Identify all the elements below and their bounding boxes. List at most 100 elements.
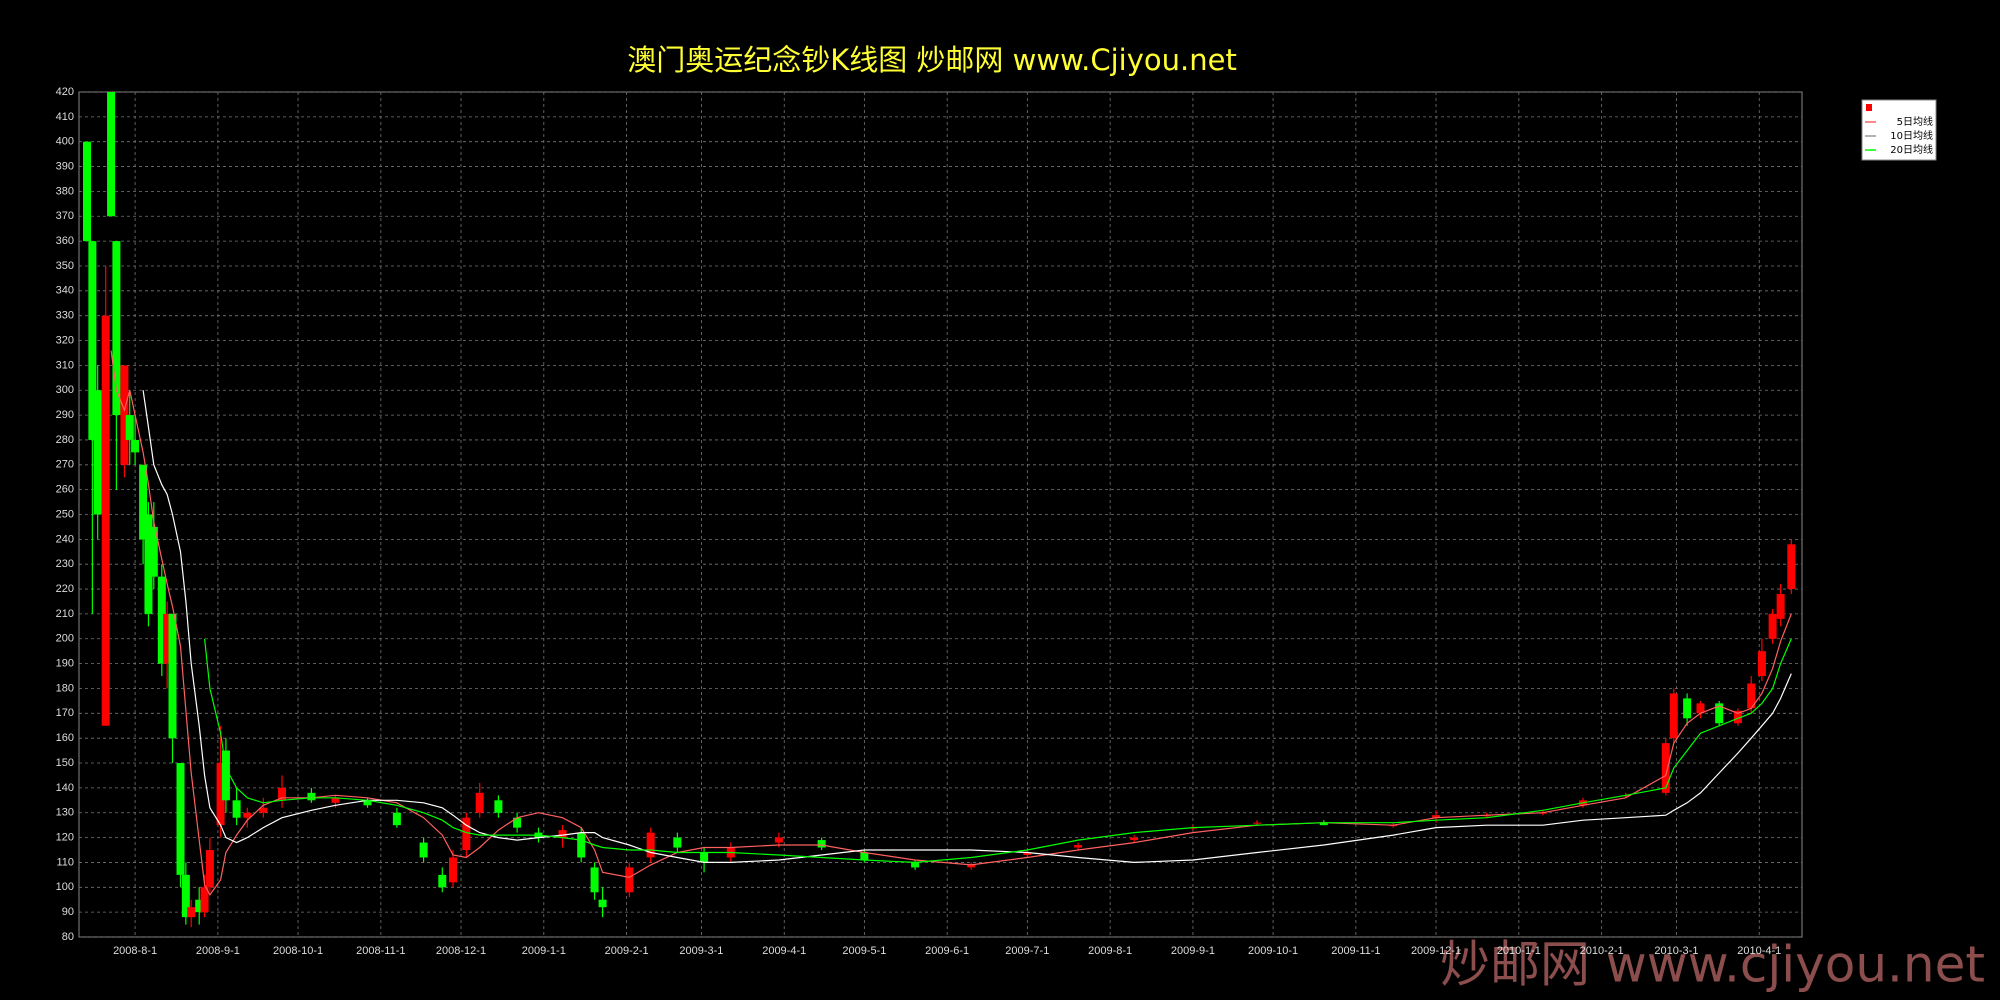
candle-body: [625, 867, 634, 893]
candle-body: [1661, 743, 1670, 793]
candle-body: [598, 899, 607, 908]
x-tick-label: 2009-10-1: [1248, 945, 1298, 957]
ma-line: [142, 390, 1792, 864]
legend-label: 10日均线: [1890, 129, 1933, 142]
candle-body: [646, 832, 655, 858]
y-tick-label: 360: [56, 235, 74, 247]
y-tick-label: 420: [56, 86, 74, 98]
y-tick-label: 250: [56, 508, 74, 520]
candle-body: [278, 787, 287, 801]
candle-body: [1757, 651, 1766, 677]
candle-body: [448, 857, 457, 883]
candle-body: [1683, 698, 1692, 719]
candle-body: [243, 812, 252, 818]
candle-body: [419, 842, 428, 858]
candle-body: [259, 807, 268, 813]
candle-body: [673, 837, 682, 848]
y-tick-label: 400: [56, 136, 74, 148]
y-tick-label: 270: [56, 459, 74, 471]
candle-body: [205, 850, 214, 888]
x-tick-label: 2009-1-1: [522, 945, 566, 957]
x-tick-label: 2009-12-1: [1411, 945, 1461, 957]
y-tick-label: 220: [56, 583, 74, 595]
candle-body: [590, 867, 599, 893]
ma-line: [110, 350, 1792, 896]
x-tick-label: 2009-6-1: [925, 945, 969, 957]
candle-body: [438, 874, 447, 888]
candle-body: [163, 613, 172, 664]
y-tick-label: 370: [56, 210, 74, 222]
candle-body: [817, 840, 826, 848]
candle-body: [462, 817, 471, 851]
y-tick-label: 200: [56, 633, 74, 645]
candle-body: [112, 241, 121, 416]
y-tick-label: 90: [62, 906, 74, 918]
x-tick-label: 2009-4-1: [762, 945, 806, 957]
candle-body: [967, 864, 976, 868]
candle-body: [700, 852, 709, 863]
candle-body: [176, 763, 185, 875]
candle-body: [1715, 703, 1724, 724]
legend-candle-icon: [1866, 104, 1872, 111]
x-tick-label: 2008-8-1: [113, 945, 157, 957]
candle-body: [107, 92, 116, 217]
candle-body: [139, 464, 148, 540]
candle-body: [577, 832, 586, 858]
candle-body: [221, 750, 230, 801]
candle-body: [187, 907, 196, 918]
y-tick-label: 160: [56, 732, 74, 744]
x-tick-label: 2009-8-1: [1088, 945, 1132, 957]
candle-body: [232, 800, 241, 818]
candle-body: [1253, 822, 1262, 824]
chart-title: 澳门奥运纪念钞K线图 炒邮网 www.Cjiyou.net: [627, 43, 1237, 77]
candle-body: [120, 365, 129, 465]
candle-body: [131, 439, 140, 453]
candle-body: [168, 613, 177, 739]
y-tick-label: 180: [56, 682, 74, 694]
x-tick-label: 2008-9-1: [196, 945, 240, 957]
candle-body: [558, 830, 567, 838]
y-tick-label: 100: [56, 881, 74, 893]
candle-body: [1696, 703, 1705, 714]
x-tick-label: 2009-11-1: [1331, 945, 1380, 957]
y-tick-label: 380: [56, 185, 74, 197]
y-tick-label: 300: [56, 384, 74, 396]
candle-body: [88, 241, 97, 440]
candle-body: [1432, 815, 1441, 818]
candle-body: [195, 899, 204, 913]
y-tick-label: 260: [56, 484, 74, 496]
x-tick-label: 2010-2-1: [1580, 945, 1624, 957]
candle-body: [144, 514, 153, 614]
y-tick-label: 120: [56, 831, 74, 843]
y-tick-label: 340: [56, 285, 74, 297]
y-tick-label: 330: [56, 310, 74, 322]
y-tick-label: 140: [56, 782, 74, 794]
x-tick-label: 2008-12-1: [436, 945, 486, 957]
candle-body: [1787, 544, 1796, 590]
candle-body: [101, 315, 110, 726]
candle-body: [392, 812, 401, 826]
candle-body: [1768, 613, 1777, 639]
candle-body: [181, 874, 190, 918]
candle-body: [83, 141, 92, 242]
y-tick-label: 350: [56, 260, 74, 272]
ma-line: [204, 638, 1792, 864]
y-tick-label: 320: [56, 334, 74, 346]
x-tick-label: 2010-4-1: [1737, 945, 1781, 957]
candle-body: [93, 390, 102, 515]
y-tick-label: 130: [56, 807, 74, 819]
y-tick-label: 190: [56, 658, 74, 670]
x-tick-label: 2009-9-1: [1171, 945, 1215, 957]
candle-body: [1733, 710, 1742, 724]
x-tick-label: 2008-10-1: [273, 945, 323, 957]
y-tick-label: 170: [56, 707, 74, 719]
candle-body: [200, 887, 209, 913]
x-tick-label: 2009-2-1: [605, 945, 649, 957]
y-tick-label: 310: [56, 359, 74, 371]
candle-body: [494, 800, 503, 813]
candle-body: [513, 817, 522, 828]
watermark: 炒邮网 www.cjiyou.net: [1440, 936, 1985, 994]
y-tick-label: 390: [56, 160, 74, 172]
candle-body: [307, 792, 316, 801]
